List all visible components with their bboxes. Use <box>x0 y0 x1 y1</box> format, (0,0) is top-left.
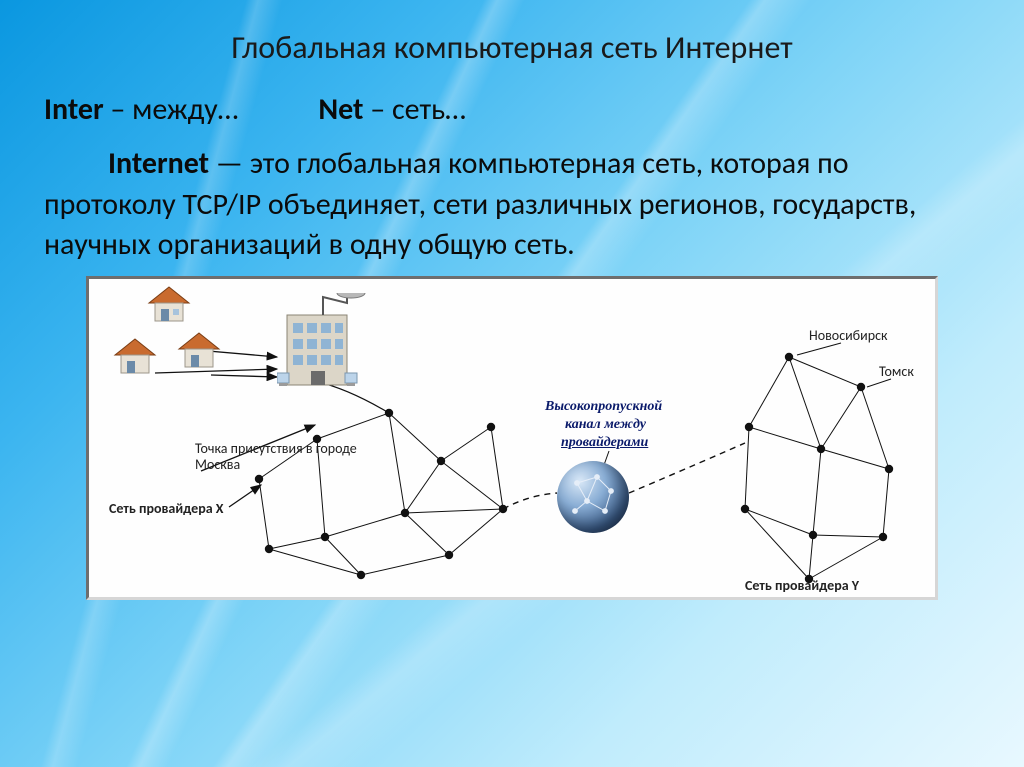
house-svg <box>147 285 191 325</box>
label-hp-1: Высокопропускной <box>545 399 662 415</box>
etym-net-key: Net <box>318 91 363 128</box>
globe-overlay-svg <box>557 461 629 533</box>
network-diagram: Точка присутствия в городеМосква Сеть пр… <box>86 276 938 600</box>
etym-inter-key: Inter <box>44 91 104 128</box>
para-keyword: Internet <box>108 145 209 182</box>
label-prov-x: Сеть провайдера X <box>109 500 224 517</box>
definition-paragraph: Internet — это глобальная компьютерная с… <box>44 144 980 266</box>
etym-inter-rest: – между… <box>104 91 239 128</box>
etymology-row: Inter – между… Net – сеть… <box>44 91 980 128</box>
label-hp-3: провайдерами <box>561 435 648 451</box>
etym-net: Net – сеть… <box>318 91 465 128</box>
house-svg <box>113 337 157 377</box>
label-hp-2: канал между <box>565 417 646 433</box>
building-svg <box>277 293 367 393</box>
label-pop-text: Точка присутствия в городеМосква <box>195 440 357 473</box>
slide-title: Глобальная компьютерная сеть Интернет <box>44 28 980 67</box>
house-icon <box>177 331 221 365</box>
etym-net-rest: – сеть… <box>363 91 465 128</box>
house-icon <box>113 337 157 371</box>
label-tomsk: Томск <box>879 363 914 380</box>
label-prov-y: Сеть провайдера Y <box>745 577 859 594</box>
etym-inter: Inter – между… <box>44 91 238 128</box>
label-novosibirsk: Новосибирск <box>809 327 887 344</box>
house-icon <box>147 285 191 319</box>
globe-icon <box>557 461 629 533</box>
label-pop: Точка присутствия в городеМосква <box>195 441 357 473</box>
house-svg <box>177 331 221 371</box>
